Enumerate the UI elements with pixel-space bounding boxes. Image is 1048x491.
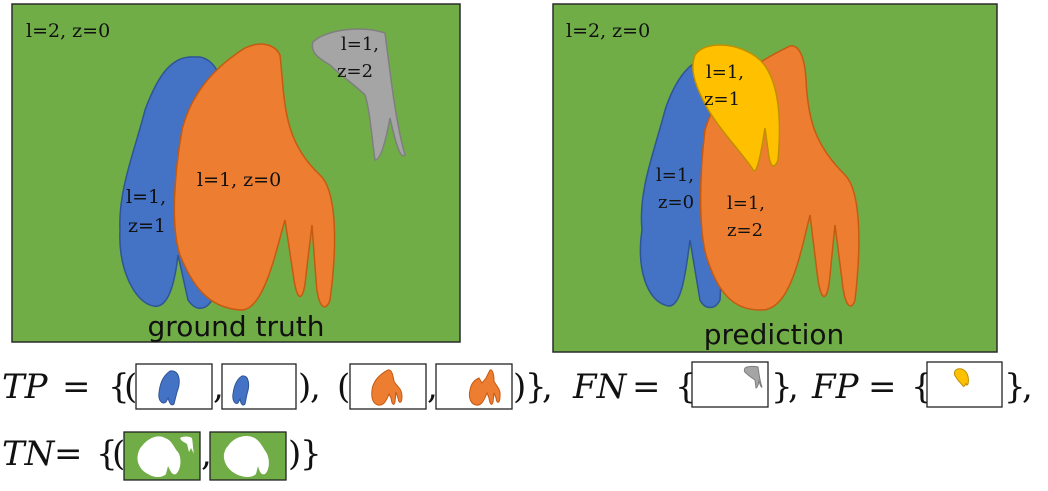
gt-caption: ground truth: [148, 310, 325, 343]
tn-close-brace: }: [300, 434, 322, 474]
tp-box-pr-orange: [435, 363, 513, 410]
gt-gray-label-line1: l=1,: [341, 34, 379, 55]
pr-orange-label-line1: l=1,: [727, 193, 765, 214]
pr-yellow-label-line1: l=1,: [706, 62, 744, 83]
gt-orange-label: l=1, z=0: [197, 169, 281, 191]
gt-gray-label-line2: z=2: [337, 61, 373, 82]
tp-open-paren-2: (: [337, 367, 350, 407]
pr-yellow-label-line2: z=1: [704, 89, 740, 110]
tp-open-brace: {: [108, 367, 130, 407]
tp-comma-2: ,: [310, 367, 321, 407]
fp-symbol: FP: [811, 367, 860, 407]
pr-background-label: l=2, z=0: [566, 20, 650, 42]
tp-box-pr-blue: [221, 363, 297, 410]
fn-open-brace: {: [675, 367, 697, 407]
prediction-panel: l=2, z=0 l=1, z=1 l=1, z=0 l=1, z=2 pred…: [552, 3, 998, 353]
mini-blue-shape-pred: [232, 375, 250, 406]
tp-equals: =: [62, 367, 91, 407]
tn-close-paren: ): [288, 434, 301, 474]
mini-gray-shape: [743, 365, 763, 389]
fn-symbol: FN: [572, 367, 628, 407]
mini-yellow-shape: [953, 368, 969, 387]
tn-open-brace: {: [96, 434, 118, 474]
gt-blue-label-line1: l=1,: [126, 186, 166, 208]
tp-close-paren-1: ): [298, 367, 311, 407]
pr-blue-label-line1: l=1,: [656, 165, 694, 186]
tp-comma-3: ,: [427, 367, 438, 407]
mini-gt-white-holes: [137, 436, 181, 477]
mini-orange-shape-pred: [468, 369, 501, 406]
ground-truth-panel: l=2, z=0 l=1, z=1 l=1, z=0 l=1, z=2 grou…: [11, 3, 461, 343]
pr-blue-label-line2: z=0: [658, 192, 694, 213]
tp-close-paren-2: ): [513, 367, 526, 407]
tn-comma: ,: [201, 434, 212, 474]
fn-close-brace: }: [771, 367, 793, 407]
fn-trailing-comma: ,: [788, 367, 799, 407]
tp-open-paren-1: (: [124, 367, 137, 407]
gt-background-label: l=2, z=0: [26, 20, 110, 42]
fn-box-gt-gray: [691, 361, 769, 408]
pr-caption: prediction: [704, 318, 844, 351]
tp-box-gt-blue: [135, 363, 213, 410]
fp-close-brace: }: [1004, 367, 1026, 407]
fp-equals: =: [868, 367, 897, 407]
tp-box-gt-orange: [349, 363, 427, 410]
tp-symbol: TP: [2, 367, 49, 407]
tp-comma-1: ,: [213, 367, 224, 407]
formula-line-2: TN = { ( , ) }: [2, 431, 322, 481]
fp-box-pr-yellow: [926, 361, 1003, 408]
mini-blue-shape: [158, 370, 180, 406]
mini-gt-white-hole-small: [180, 436, 194, 454]
tn-open-paren: (: [112, 434, 125, 474]
mini-orange-shape: [371, 369, 403, 406]
tn-box-pr-background: [209, 431, 287, 481]
fn-equals: =: [632, 367, 661, 407]
tn-symbol: TN: [2, 434, 56, 474]
tp-trailing-comma: ,: [542, 367, 553, 407]
tp-close-brace: }: [525, 367, 547, 407]
fp-trailing-comma: ,: [1022, 367, 1033, 407]
pr-orange-label-line2: z=2: [727, 220, 763, 241]
gt-blue-label-line2: z=1: [128, 215, 166, 237]
mini-pr-white-holes: [223, 436, 269, 477]
tn-equals: =: [54, 434, 83, 474]
formula-line-1: TP = { ( , ) , ( , ) } , FN =: [2, 361, 1033, 410]
tn-box-gt-background: [123, 431, 201, 481]
